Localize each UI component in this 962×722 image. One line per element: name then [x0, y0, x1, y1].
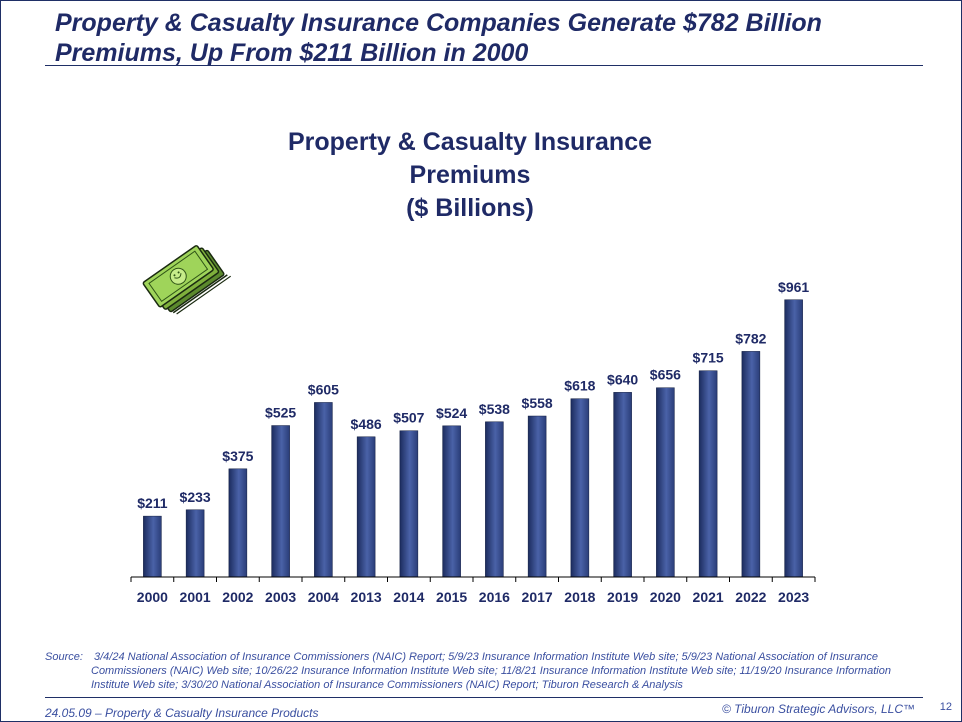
bar-2014 [399, 430, 419, 578]
chart-title-line-1: Property & Casualty Insurance [287, 128, 652, 156]
bar-2019 [613, 392, 632, 578]
bar-2003 [271, 425, 290, 578]
bar-2002 [228, 468, 248, 578]
bar-value-label: $618 [564, 378, 595, 394]
bar-value-label: $558 [522, 395, 553, 411]
bar-2017 [527, 415, 547, 578]
x-tick-label: 2003 [265, 589, 296, 605]
bar-value-label: $524 [436, 405, 467, 421]
bar-value-label: $782 [735, 330, 766, 346]
x-tick-label: 2001 [180, 589, 211, 605]
bar-value-label: $961 [778, 279, 809, 295]
footer-date-title: 24.05.09 – Property & Casualty Insurance… [45, 706, 319, 720]
slide-title-line-1: Property & Casualty Insurance Companies … [55, 9, 822, 37]
bar-value-label: $656 [650, 367, 681, 383]
bar-value-label: $605 [308, 381, 339, 397]
source-text: 3/4/24 National Association of Insurance… [91, 651, 891, 691]
bar-2001 [185, 509, 205, 578]
chart-title: Property & Casualty Insurance Premiums (… [230, 126, 710, 225]
bar-2022 [741, 351, 761, 578]
bar-2023 [784, 299, 803, 578]
money-stack-icon [142, 245, 232, 315]
page-number: 12 [939, 701, 952, 713]
bar-2015 [442, 425, 461, 578]
bar-value-label: $715 [693, 350, 724, 366]
bar-value-label: $211 [137, 495, 168, 511]
footer-divider [45, 697, 923, 698]
x-tick-label: 2016 [479, 589, 510, 605]
bar-value-label: $233 [180, 489, 211, 505]
bar-value-label: $525 [265, 405, 296, 421]
x-tick-label: 2002 [222, 589, 253, 605]
bar-value-label: $640 [607, 371, 638, 387]
bar-value-label: $486 [351, 416, 382, 432]
x-tick-label: 2018 [564, 589, 595, 605]
x-tick-label: 2021 [693, 589, 724, 605]
title-divider [45, 65, 923, 66]
x-tick-label: 2000 [137, 589, 168, 605]
x-tick-label: 2013 [351, 589, 382, 605]
x-tick-label: 2019 [607, 589, 638, 605]
slide-title-line-2: Premiums, Up From $211 Billion in 2000 [55, 39, 529, 67]
bar-value-label: $538 [479, 401, 510, 417]
x-tick-label: 2017 [522, 589, 553, 605]
bar-2004 [314, 402, 333, 578]
chart-title-line-2: Premiums [409, 161, 531, 189]
bar-2016 [485, 421, 504, 578]
x-tick-label: 2022 [735, 589, 766, 605]
x-tick-label: 2014 [393, 589, 424, 605]
bar-2020 [656, 387, 675, 578]
x-tick-label: 2023 [778, 589, 809, 605]
bar-2000 [143, 515, 162, 578]
slide-title: Property & Casualty Insurance Companies … [55, 8, 935, 68]
bar-2013 [356, 436, 376, 578]
bar-2021 [698, 370, 718, 578]
chart-title-line-3: ($ Billions) [406, 194, 534, 222]
footer-copyright: © Tiburon Strategic Advisors, LLC™ [721, 702, 915, 716]
source-label: Source: [45, 651, 83, 663]
bar-chart: $211 2000 $233 2001 $375 2002 $525 2003 $605 2004… [130, 279, 816, 605]
bar-value-label: $375 [222, 448, 253, 464]
x-tick-label: 2004 [308, 589, 339, 605]
x-tick-label: 2020 [650, 589, 681, 605]
bar-value-label: $507 [393, 410, 424, 426]
bar-2018 [570, 398, 590, 578]
x-tick-label: 2015 [436, 589, 467, 605]
